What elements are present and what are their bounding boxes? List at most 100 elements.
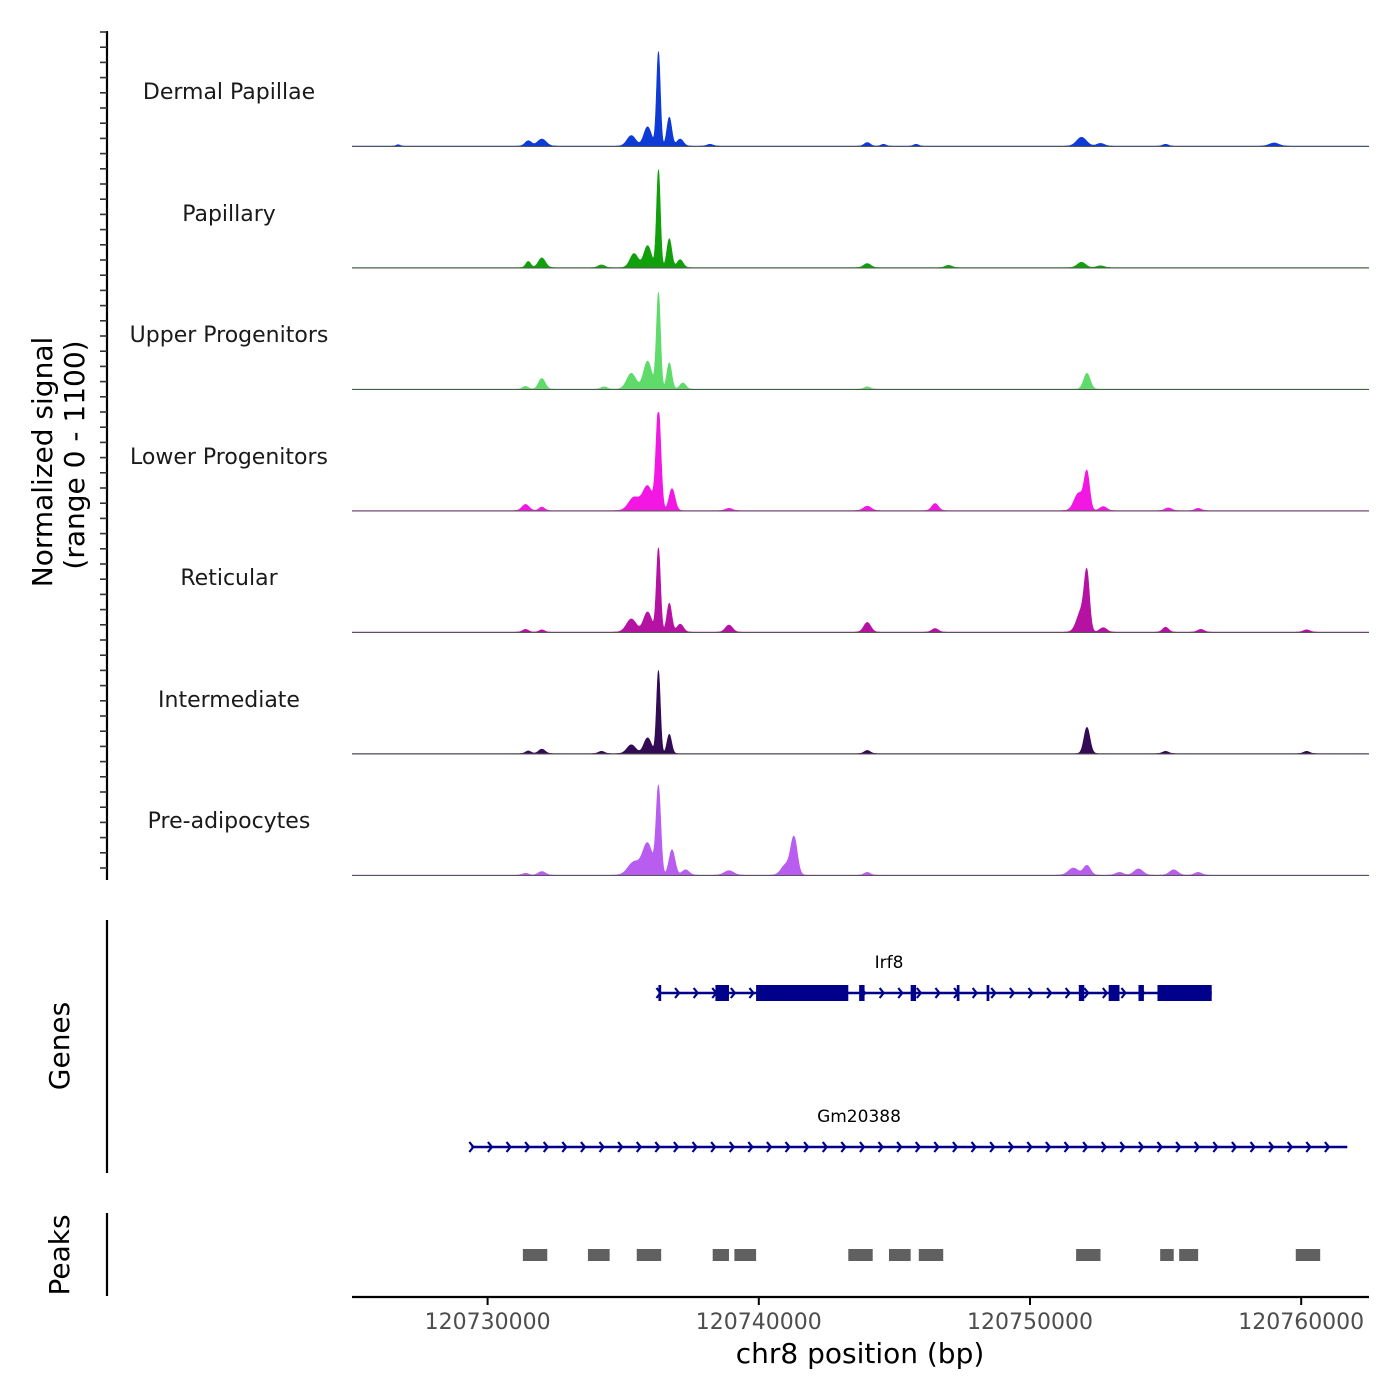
- exon: [859, 985, 865, 1001]
- strand-chevron: [691, 1141, 698, 1153]
- strand-chevron: [673, 1141, 680, 1153]
- strand-chevron: [1119, 1141, 1126, 1153]
- strand-chevron: [1286, 1141, 1294, 1153]
- coverage-y-ticks: [100, 31, 107, 869]
- strand-chevron: [1063, 1141, 1070, 1153]
- x-tick-label: 120740000: [696, 1310, 822, 1335]
- exon: [715, 985, 729, 1001]
- x-axis: 120730000 120740000 120750000 120760000 chr…: [352, 1295, 1369, 1370]
- strand-chevron: [840, 1141, 847, 1153]
- strand-chevron: [561, 1141, 568, 1153]
- peak-region: [712, 1249, 729, 1261]
- strand-chevron: [654, 1141, 661, 1153]
- peak-region: [734, 1249, 757, 1261]
- strand-chevron: [505, 1141, 512, 1153]
- track-label-pre-adipocytes: Pre-adipocytes: [148, 809, 311, 834]
- strand-chevron: [1045, 1141, 1052, 1153]
- x-tick-label: 120730000: [425, 1310, 551, 1335]
- track-upper-progenitors: Upper Progenitors: [130, 292, 1369, 390]
- track-label-dermal-papillae: Dermal Papillae: [143, 80, 315, 105]
- exon: [1157, 985, 1212, 1001]
- peak-region: [1076, 1249, 1101, 1261]
- strand-chevron: [1100, 1141, 1108, 1153]
- peaks-ylabel: Peaks: [43, 1214, 76, 1295]
- coverage-area-reticular: [352, 547, 1369, 633]
- strand-chevron: [1193, 1141, 1201, 1153]
- strand-chevron: [859, 1141, 866, 1153]
- strand-chevron: [692, 987, 700, 999]
- strand-chevron: [1212, 1141, 1219, 1153]
- strand-chevron: [487, 1141, 494, 1153]
- strand-chevron: [877, 1141, 884, 1153]
- strand-chevron: [1009, 987, 1016, 999]
- gene-irf8: Irf8: [655, 953, 1212, 1001]
- strand-chevron: [1082, 1141, 1089, 1153]
- strand-chevron: [897, 987, 904, 999]
- strand-chevron: [728, 1141, 736, 1153]
- peak-region: [1295, 1249, 1321, 1261]
- gene-model-irf8: [655, 985, 1212, 1001]
- peak-track: [522, 1249, 1321, 1261]
- peak-region: [636, 1249, 662, 1261]
- track-label-papillary: Papillary: [182, 202, 276, 227]
- strand-chevron: [766, 1141, 773, 1153]
- gene-gm20388: Gm20388: [468, 1107, 1348, 1153]
- strand-chevron: [1249, 1141, 1256, 1153]
- left-axes: [100, 31, 109, 1296]
- gene-model-gm20388: [468, 1141, 1348, 1153]
- strand-chevron: [542, 1141, 550, 1153]
- strand-chevron: [674, 987, 681, 999]
- peak-region: [848, 1249, 873, 1261]
- strand-chevron: [710, 1141, 717, 1153]
- strand-chevron: [1026, 1141, 1033, 1153]
- track-papillary: Papillary: [182, 169, 1369, 269]
- strand-chevron: [748, 987, 755, 999]
- exon: [1078, 985, 1085, 1001]
- peak-region: [888, 1249, 911, 1261]
- peak-region: [918, 1249, 944, 1261]
- strand-chevron: [1046, 987, 1053, 999]
- exon: [1138, 985, 1144, 1001]
- strand-chevron: [635, 1141, 643, 1153]
- strand-chevron: [1175, 1141, 1182, 1153]
- strand-chevron: [1231, 1141, 1238, 1153]
- strand-chevron: [821, 1141, 829, 1153]
- track-intermediate: Intermediate: [158, 670, 1369, 755]
- coverage-ylabel-line2: (range 0 - 1100): [58, 340, 91, 569]
- x-tick-label: 120750000: [967, 1310, 1093, 1335]
- strand-chevron: [915, 987, 923, 999]
- strand-chevron: [617, 1141, 624, 1153]
- strand-chevron: [803, 1141, 810, 1153]
- strand-chevron: [1083, 987, 1090, 999]
- strand-chevron: [1156, 1141, 1163, 1153]
- strand-chevron: [1138, 1141, 1145, 1153]
- strand-chevron: [1305, 1141, 1312, 1153]
- strand-chevron: [524, 1141, 531, 1153]
- track-reticular: Reticular: [180, 547, 1369, 633]
- peak-region: [522, 1249, 548, 1261]
- strand-chevron: [1120, 987, 1127, 999]
- strand-chevron: [1007, 1141, 1015, 1153]
- strand-chevron: [990, 987, 997, 999]
- coverage-tracks: Dermal Papillae Papillary Upper Progenit…: [130, 51, 1369, 876]
- strand-chevron: [1102, 987, 1109, 999]
- track-label-lower-progenitors: Lower Progenitors: [130, 445, 328, 470]
- genes-ylabel: Genes: [43, 1002, 76, 1090]
- coverage-ylabel-line1: Normalized signal: [26, 337, 59, 588]
- peak-region: [1179, 1249, 1199, 1261]
- strand-chevron: [580, 1141, 587, 1153]
- strand-chevron: [934, 987, 941, 999]
- x-axis-title: chr8 position (bp): [736, 1337, 985, 1370]
- gene-track: Irf8 Gm20388: [468, 953, 1348, 1153]
- strand-chevron: [989, 1141, 996, 1153]
- x-ticks: 120730000 120740000 120750000 120760000: [425, 1297, 1364, 1335]
- strand-chevron: [468, 1141, 475, 1153]
- strand-chevron: [952, 1141, 959, 1153]
- exon: [986, 985, 990, 1001]
- exon: [910, 985, 917, 1001]
- strand-chevron: [914, 1141, 922, 1153]
- strand-chevron: [1064, 987, 1072, 999]
- coverage-area-pre-adipocytes: [352, 784, 1369, 876]
